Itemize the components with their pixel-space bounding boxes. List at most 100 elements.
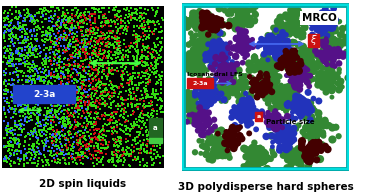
Point <box>77 45 83 48</box>
Point <box>54 115 60 118</box>
Point <box>78 146 84 150</box>
Point <box>230 131 235 134</box>
Point <box>215 32 221 35</box>
Point <box>23 46 28 49</box>
Point <box>205 39 211 42</box>
Point <box>184 120 190 123</box>
Point <box>317 21 323 24</box>
Point <box>100 34 106 37</box>
Point <box>154 109 160 113</box>
Point <box>76 88 82 91</box>
Point <box>113 25 119 28</box>
Bar <box>149 118 162 139</box>
Point <box>27 147 32 150</box>
Point <box>153 64 159 67</box>
Point <box>270 93 276 97</box>
Point <box>41 78 47 81</box>
Point <box>123 127 128 130</box>
Point <box>29 96 35 99</box>
Point <box>31 127 37 131</box>
Point <box>108 44 114 47</box>
Point <box>71 36 77 39</box>
Point <box>94 53 100 56</box>
Point <box>294 62 300 65</box>
Point <box>64 93 70 96</box>
Point <box>219 42 224 45</box>
Point <box>319 14 325 17</box>
Point <box>298 73 304 76</box>
Point <box>118 127 123 130</box>
Point <box>325 35 331 38</box>
Point <box>75 108 81 111</box>
Point <box>95 138 101 142</box>
Point <box>204 122 210 125</box>
Point <box>188 23 194 26</box>
Point <box>211 60 216 63</box>
Point <box>57 93 63 96</box>
Point <box>145 23 151 26</box>
Point <box>60 12 66 15</box>
Point <box>21 39 27 42</box>
Point <box>109 94 115 97</box>
Point <box>289 76 295 79</box>
Point <box>90 72 96 75</box>
Point <box>298 52 304 55</box>
Point <box>334 73 340 76</box>
Point <box>24 152 30 155</box>
Point <box>316 81 322 84</box>
Point <box>299 155 305 158</box>
Point <box>46 70 52 73</box>
Point <box>93 120 99 123</box>
Point <box>289 134 295 138</box>
Point <box>35 72 41 75</box>
Point <box>60 150 66 153</box>
Point <box>211 24 217 27</box>
Point <box>34 78 39 81</box>
Point <box>126 81 131 84</box>
Point <box>144 152 150 155</box>
Point <box>299 52 305 55</box>
Point <box>302 134 308 137</box>
Point <box>41 63 46 66</box>
Point <box>66 114 72 118</box>
Point <box>192 20 198 23</box>
Point <box>72 110 78 113</box>
Point <box>241 98 247 102</box>
Point <box>127 63 133 66</box>
Point <box>157 97 163 100</box>
Point <box>273 85 279 89</box>
Point <box>85 106 91 109</box>
Point <box>120 24 126 27</box>
Point <box>74 40 80 43</box>
Point <box>34 145 40 149</box>
Point <box>52 104 58 107</box>
Point <box>104 129 110 132</box>
Point <box>110 35 115 39</box>
Point <box>117 160 123 163</box>
Point <box>196 23 202 26</box>
Point <box>13 26 19 30</box>
Point <box>101 51 107 54</box>
Point <box>51 115 57 119</box>
Point <box>200 12 206 15</box>
Point <box>135 158 141 161</box>
Point <box>155 44 161 47</box>
Point <box>53 91 59 94</box>
Point <box>71 141 77 144</box>
Point <box>329 33 335 36</box>
Point <box>29 65 35 68</box>
Point <box>69 21 75 24</box>
Point <box>203 20 209 23</box>
Point <box>284 145 290 148</box>
Point <box>151 152 157 156</box>
Point <box>81 21 87 24</box>
Point <box>58 95 64 98</box>
Point <box>323 72 329 75</box>
Point <box>139 93 145 96</box>
Point <box>217 51 223 54</box>
Point <box>310 134 316 137</box>
Point <box>181 106 187 109</box>
Point <box>63 142 69 145</box>
Point <box>157 56 163 59</box>
Point <box>35 151 41 154</box>
